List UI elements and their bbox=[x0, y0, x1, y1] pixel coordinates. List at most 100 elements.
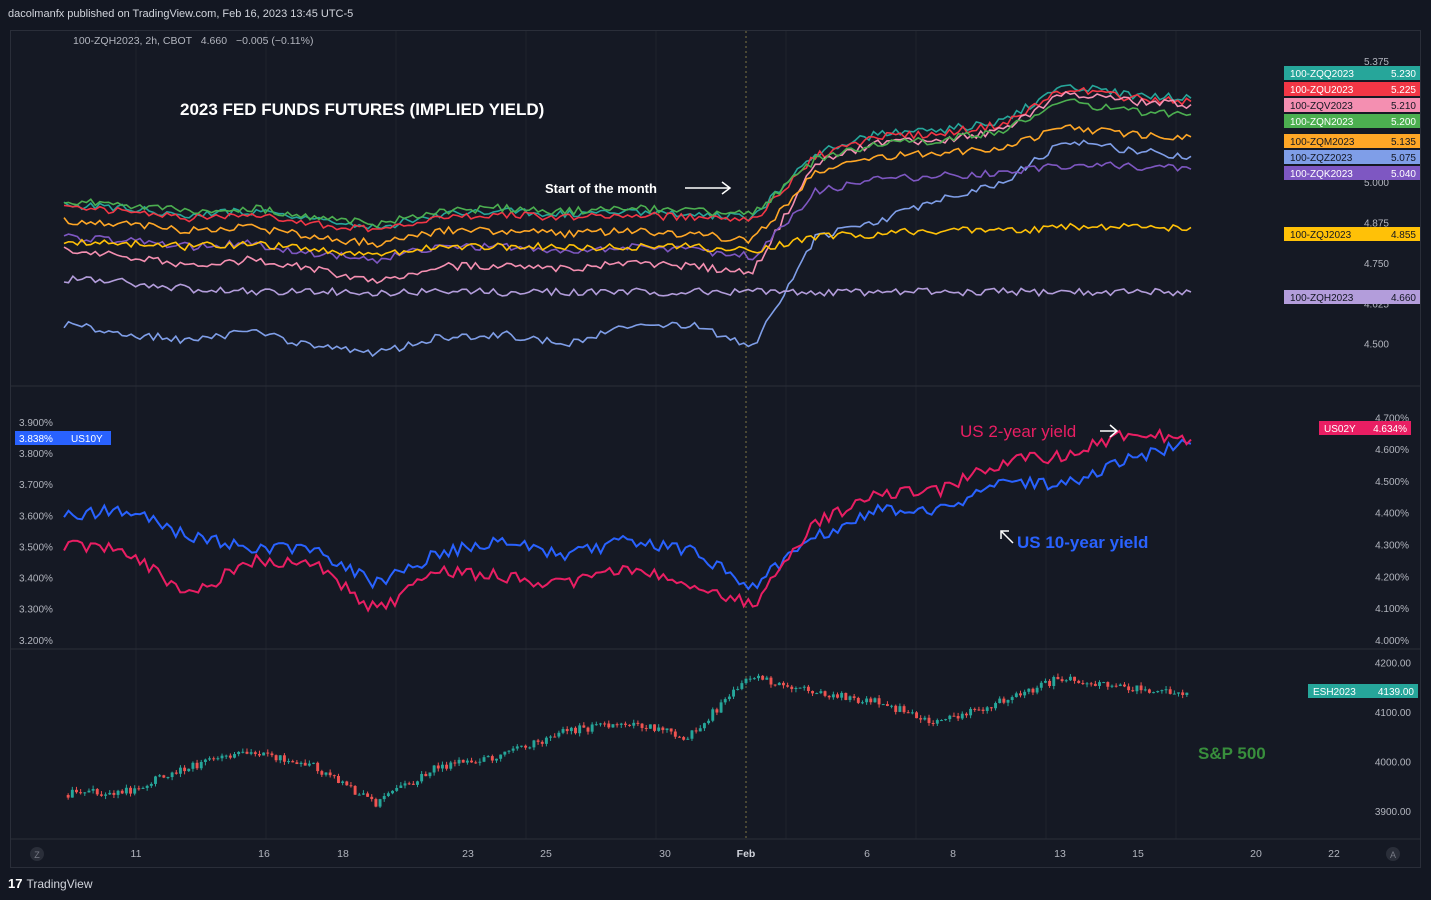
candle[interactable] bbox=[432, 764, 436, 776]
candle[interactable] bbox=[503, 751, 507, 757]
candle[interactable] bbox=[657, 724, 661, 732]
candle[interactable] bbox=[669, 728, 673, 735]
candle[interactable] bbox=[790, 684, 794, 693]
candle[interactable] bbox=[95, 788, 99, 796]
candle[interactable] bbox=[449, 760, 453, 771]
candle[interactable] bbox=[461, 759, 465, 763]
candle[interactable] bbox=[149, 782, 153, 788]
candle[interactable] bbox=[927, 714, 931, 726]
candle[interactable] bbox=[99, 791, 103, 797]
candle[interactable] bbox=[694, 727, 698, 734]
candle[interactable] bbox=[1068, 674, 1072, 682]
candle[interactable] bbox=[287, 758, 291, 764]
candle[interactable] bbox=[1123, 682, 1126, 688]
candle[interactable] bbox=[553, 733, 557, 738]
candle[interactable] bbox=[1010, 695, 1014, 704]
candle[interactable] bbox=[540, 740, 544, 747]
candle[interactable] bbox=[653, 724, 656, 733]
candle[interactable] bbox=[956, 712, 960, 722]
tradingview-logo[interactable]: 17 TradingView bbox=[8, 876, 93, 891]
candle[interactable] bbox=[1139, 682, 1143, 694]
candle[interactable] bbox=[91, 785, 95, 794]
candle[interactable] bbox=[752, 677, 756, 680]
candle[interactable] bbox=[407, 781, 411, 785]
candle[interactable] bbox=[216, 756, 220, 761]
candle[interactable] bbox=[719, 699, 723, 714]
candle[interactable] bbox=[353, 785, 357, 795]
candle[interactable] bbox=[1081, 680, 1085, 686]
candle[interactable] bbox=[87, 788, 91, 793]
price-tag-100-zqz2023[interactable]: 100-ZQZ2023 5.075 bbox=[1284, 150, 1420, 164]
candle[interactable] bbox=[457, 757, 461, 766]
candle[interactable] bbox=[374, 797, 378, 808]
candle[interactable] bbox=[1002, 696, 1006, 705]
zoom-button[interactable]: Z bbox=[30, 847, 44, 861]
candle[interactable] bbox=[295, 760, 299, 765]
candle[interactable] bbox=[191, 761, 195, 772]
candle[interactable] bbox=[744, 678, 748, 685]
candle[interactable] bbox=[632, 719, 636, 729]
series-line-100-zqh2023[interactable] bbox=[63, 274, 1192, 298]
candle[interactable] bbox=[607, 720, 611, 729]
candle[interactable] bbox=[420, 771, 424, 784]
candle[interactable] bbox=[424, 771, 428, 777]
candle[interactable] bbox=[761, 675, 765, 681]
candle[interactable] bbox=[1085, 681, 1089, 688]
candle[interactable] bbox=[237, 751, 241, 757]
candle[interactable] bbox=[158, 774, 162, 778]
candle[interactable] bbox=[777, 681, 781, 686]
candle[interactable] bbox=[1098, 680, 1101, 689]
candle[interactable] bbox=[806, 684, 810, 694]
candle[interactable] bbox=[258, 750, 261, 758]
candle[interactable] bbox=[757, 673, 760, 681]
candle[interactable] bbox=[316, 761, 320, 774]
candle[interactable] bbox=[328, 769, 332, 778]
candle[interactable] bbox=[495, 758, 498, 763]
candle[interactable] bbox=[307, 760, 311, 767]
candle[interactable] bbox=[170, 771, 174, 781]
candle[interactable] bbox=[203, 758, 207, 766]
candle[interactable] bbox=[228, 753, 232, 760]
candle[interactable] bbox=[931, 720, 935, 727]
candle[interactable] bbox=[1019, 690, 1022, 698]
candle[interactable] bbox=[923, 715, 927, 721]
candle[interactable] bbox=[1168, 686, 1172, 695]
candle[interactable] bbox=[299, 761, 303, 767]
candle[interactable] bbox=[557, 730, 561, 739]
candle[interactable] bbox=[507, 750, 511, 754]
candle[interactable] bbox=[948, 714, 952, 722]
candle[interactable] bbox=[224, 754, 228, 760]
candle[interactable] bbox=[75, 786, 78, 794]
candle[interactable] bbox=[989, 706, 993, 712]
candle[interactable] bbox=[453, 759, 457, 767]
candle[interactable] bbox=[890, 704, 894, 709]
candle[interactable] bbox=[1185, 692, 1189, 697]
price-tag-100-zqn2023[interactable]: 100-ZQN2023 5.200 bbox=[1284, 114, 1420, 128]
price-tag-100-zqu2023[interactable]: 100-ZQU2023 5.225 bbox=[1284, 82, 1420, 96]
candle[interactable] bbox=[478, 758, 482, 766]
candle[interactable] bbox=[1089, 681, 1093, 687]
candle[interactable] bbox=[370, 794, 374, 802]
candle[interactable] bbox=[1127, 683, 1131, 694]
candle[interactable] bbox=[536, 738, 540, 745]
candle[interactable] bbox=[524, 744, 528, 750]
candle[interactable] bbox=[312, 762, 315, 765]
candle[interactable] bbox=[973, 707, 977, 712]
candle[interactable] bbox=[765, 675, 769, 680]
series-line-100-zqm2023[interactable] bbox=[63, 124, 1192, 249]
price-tag-100-zqh2023[interactable]: 100-ZQH2023 4.660 bbox=[1284, 290, 1420, 304]
candle[interactable] bbox=[332, 774, 336, 779]
candle[interactable] bbox=[873, 697, 877, 703]
price-tag-100-zqm2023[interactable]: 100-ZQM2023 5.135 bbox=[1284, 134, 1420, 148]
candle[interactable] bbox=[727, 694, 731, 702]
candle[interactable] bbox=[249, 749, 253, 756]
candle[interactable] bbox=[549, 735, 553, 741]
candle[interactable] bbox=[70, 786, 74, 798]
candle[interactable] bbox=[349, 782, 353, 788]
candle[interactable] bbox=[1060, 676, 1064, 683]
candle[interactable] bbox=[1156, 690, 1160, 693]
candle[interactable] bbox=[83, 791, 87, 796]
candle[interactable] bbox=[599, 722, 602, 727]
candle[interactable] bbox=[661, 726, 665, 734]
candle[interactable] bbox=[1006, 699, 1010, 707]
